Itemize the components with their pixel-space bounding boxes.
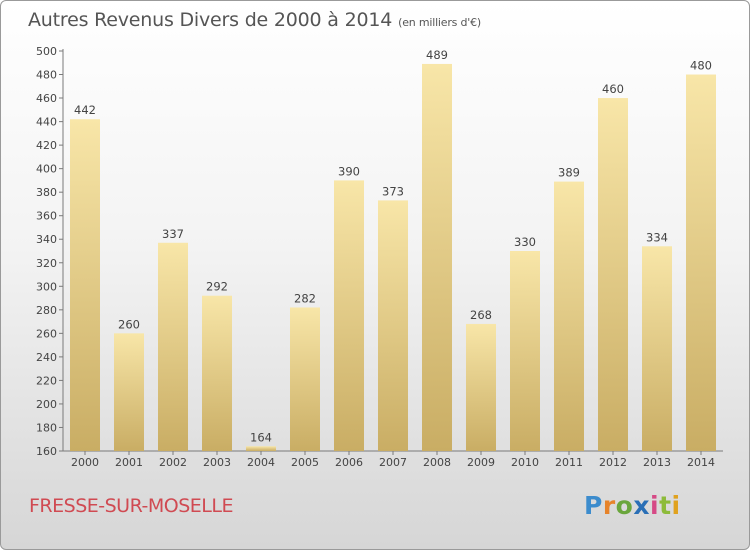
- x-tick-label: 2003: [203, 456, 231, 469]
- y-tick-label: 180: [36, 421, 57, 434]
- y-tick-label: 280: [36, 304, 57, 317]
- x-tick-label: 2010: [511, 456, 539, 469]
- bar-2000: [70, 119, 100, 451]
- x-tick-label: 2006: [335, 456, 363, 469]
- bar-2014: [686, 74, 716, 451]
- x-tick-label: 2009: [467, 456, 495, 469]
- x-tick-label: 2013: [643, 456, 671, 469]
- bars-group: [70, 63, 716, 452]
- proxiti-logo: Proxiti: [584, 491, 681, 520]
- y-tick-label: 400: [36, 163, 57, 176]
- data-label-2000: 442: [74, 103, 96, 117]
- bar-2005: [290, 307, 320, 451]
- data-labels-group: 442 260 337 292 164 282 390 373 489 268 330 389 460 3…: [74, 48, 712, 444]
- x-tick-label: 2004: [247, 456, 275, 469]
- y-tick-label: 420: [36, 139, 57, 152]
- y-tick-label: 200: [36, 398, 57, 411]
- data-label-2006: 390: [338, 164, 360, 178]
- x-tick-label: 2005: [291, 456, 319, 469]
- data-label-2007: 373: [382, 184, 404, 198]
- y-tick-label: 500: [36, 45, 57, 58]
- y-tick-label: 440: [36, 116, 57, 129]
- x-tick-label: 2000: [71, 456, 99, 469]
- x-tick-label: 2002: [159, 456, 187, 469]
- bar-2007: [378, 200, 408, 451]
- y-tick-label: 260: [36, 327, 57, 340]
- y-tick-label: 240: [36, 351, 57, 364]
- y-tick-label: 380: [36, 186, 57, 199]
- y-tick-label: 340: [36, 233, 57, 246]
- bar-2013: [642, 246, 672, 451]
- data-label-2012: 460: [602, 82, 624, 96]
- data-label-2010: 330: [514, 235, 536, 249]
- x-tick-label: 2014: [687, 456, 715, 469]
- logo-letter: P: [584, 491, 603, 520]
- bar-2003: [202, 295, 232, 451]
- logo-letter: o: [615, 491, 634, 520]
- y-tick-label: 160: [36, 445, 57, 458]
- data-label-2004: 164: [250, 430, 272, 444]
- y-tick-label: 360: [36, 210, 57, 223]
- data-label-2008: 489: [426, 48, 448, 62]
- x-tick-label: 2012: [599, 456, 627, 469]
- logo-letter: t: [659, 491, 672, 520]
- data-label-2013: 334: [646, 230, 668, 244]
- data-label-2005: 282: [294, 291, 316, 305]
- y-tick-label: 320: [36, 257, 57, 270]
- chart-title-text: Autres Revenus Divers de 2000 à 2014: [28, 9, 393, 31]
- data-label-2002: 337: [162, 227, 184, 241]
- chart-unit: (en milliers d'€): [398, 16, 482, 29]
- bar-2004: [246, 446, 276, 451]
- x-tick-label: 2001: [115, 456, 143, 469]
- y-tick-label: 300: [36, 280, 57, 293]
- bar-2006: [334, 180, 364, 452]
- bar-2011: [554, 181, 584, 451]
- y-tick-label: 220: [36, 374, 57, 387]
- bar-2002: [158, 242, 188, 451]
- x-tick-label: 2011: [555, 456, 583, 469]
- x-tick-label: 2008: [423, 456, 451, 469]
- y-tick-label: 480: [36, 69, 57, 82]
- logo-letter: r: [602, 491, 616, 520]
- logo-letter: i: [671, 491, 681, 520]
- data-label-2011: 389: [558, 166, 580, 180]
- bar-2012: [598, 98, 628, 451]
- bar-2008: [422, 63, 452, 452]
- place-name: FRESSE-SUR-MOSELLE: [29, 495, 233, 517]
- y-tick-label: 460: [36, 92, 57, 105]
- bar-2010: [510, 251, 540, 451]
- bar-2001: [114, 333, 144, 451]
- bar-2009: [466, 323, 496, 451]
- x-tick-label: 2007: [379, 456, 407, 469]
- logo-letter: x: [633, 491, 650, 520]
- data-label-2014: 480: [690, 59, 712, 73]
- data-label-2001: 260: [118, 317, 140, 331]
- data-label-2009: 268: [470, 308, 492, 322]
- chart-title: Autres Revenus Divers de 2000 à 2014 (en …: [28, 9, 481, 31]
- logo-letter: i: [650, 491, 660, 520]
- data-label-2003: 292: [206, 280, 228, 294]
